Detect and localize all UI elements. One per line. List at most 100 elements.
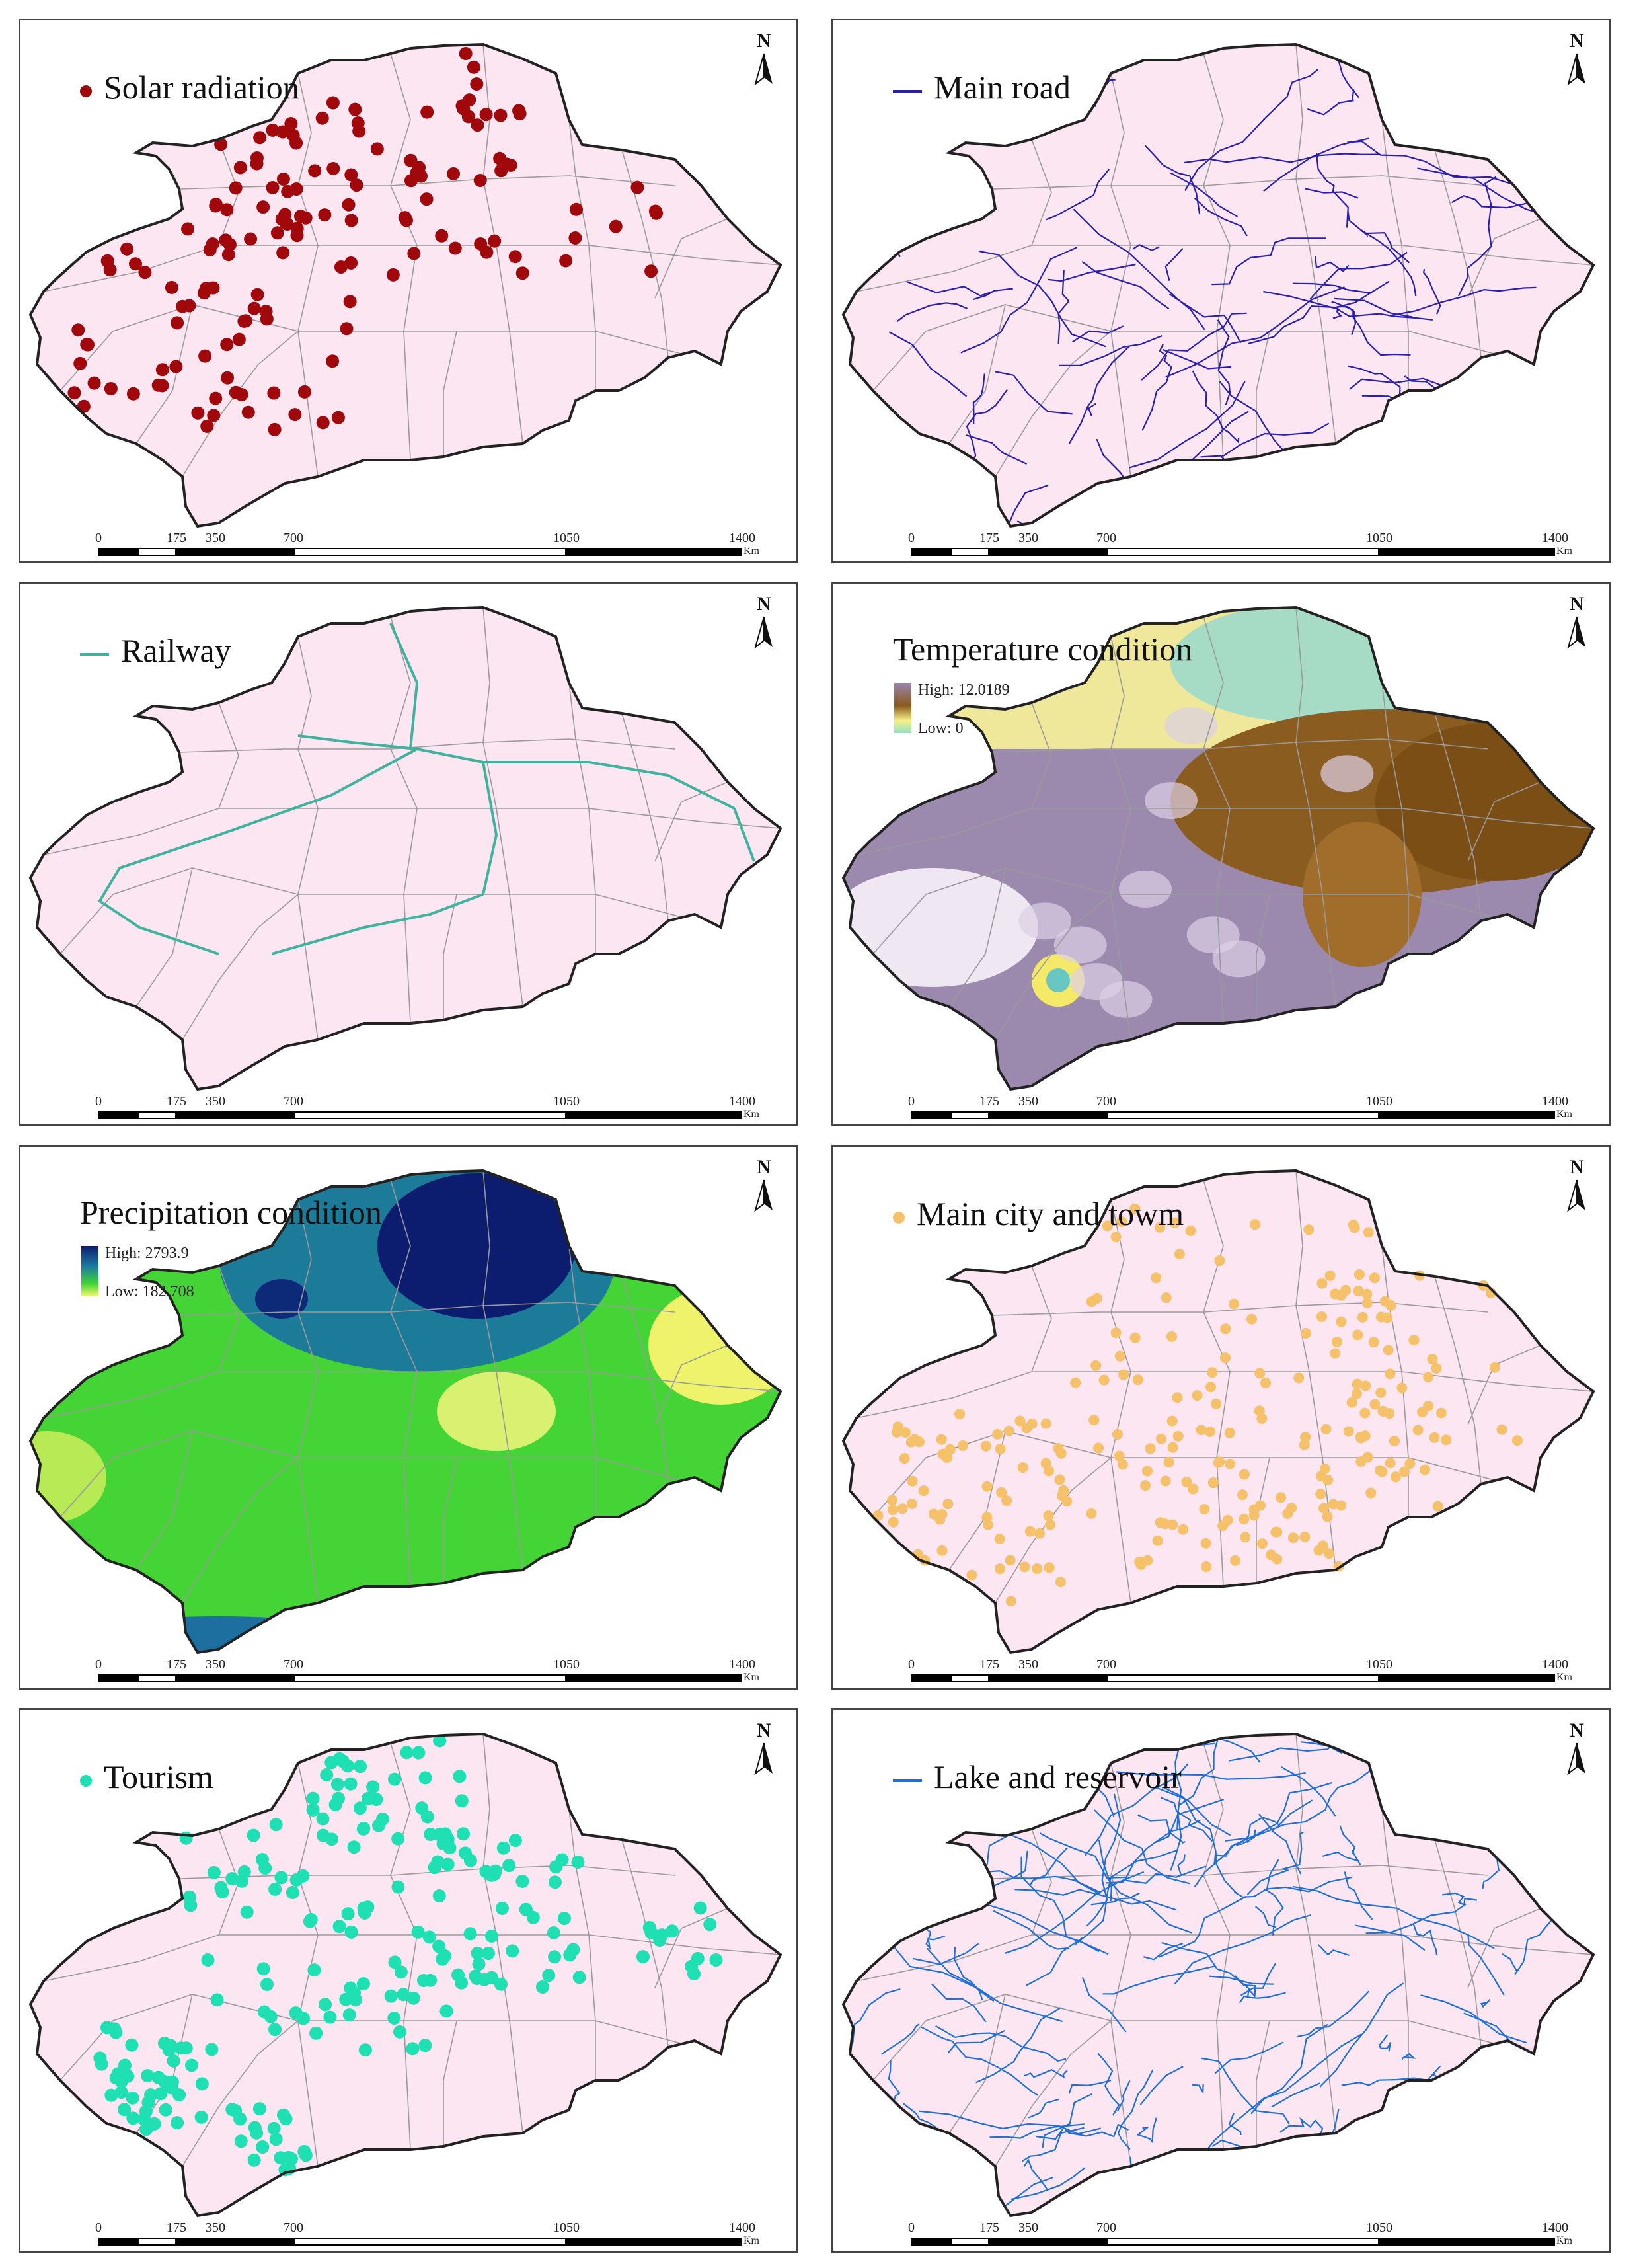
water-line: [1293, 1885, 1495, 1949]
road-line: [1336, 55, 1359, 98]
water-line: [1177, 1854, 1186, 1875]
feature-point: [318, 208, 332, 222]
district-boundary: [443, 331, 457, 457]
feature-point: [1390, 1471, 1401, 1483]
feature-point: [1200, 1538, 1211, 1549]
feature-point: [1375, 1387, 1387, 1398]
north-arrow: N: [747, 593, 781, 652]
water-line: [1318, 1944, 1350, 1957]
feature-point: [326, 96, 340, 110]
feature-point: [344, 1777, 358, 1791]
water-line: [1240, 1963, 1277, 1996]
feature-point: [179, 2041, 193, 2055]
feature-point: [1141, 1466, 1153, 1477]
map-panel-precipitation: Precipitation condition High: 2793.9 Low: …: [19, 1145, 798, 1690]
feature-point: [1324, 1548, 1335, 1559]
road-line: [888, 331, 968, 397]
feature-point: [1201, 1561, 1212, 1572]
district-boundary: [1110, 1199, 1131, 1604]
district-boundary: [135, 1430, 193, 1571]
feature-point: [1385, 1458, 1396, 1469]
feature-point: [412, 161, 426, 175]
water-line: [1161, 1797, 1213, 1842]
feature-point: [897, 1503, 908, 1514]
feature-point: [1114, 1350, 1125, 1362]
water-line: [1300, 1741, 1343, 1754]
district-boundary: [1031, 1265, 1052, 1372]
feature-point: [1114, 1450, 1125, 1462]
north-label: N: [1570, 1719, 1584, 1741]
feature-point: [1389, 1435, 1400, 1446]
feature-point: [1248, 1510, 1260, 1521]
feature-point: [571, 1855, 585, 1869]
feature-point: [344, 1925, 358, 1939]
road-line: [1220, 455, 1277, 508]
feature-point: [703, 1918, 717, 1932]
feature-point: [1340, 1284, 1352, 1296]
feature-point: [209, 391, 223, 405]
feature-point: [303, 1914, 317, 1928]
road-line: [1307, 89, 1355, 116]
feature-point: [153, 2087, 167, 2101]
feature-point: [1139, 1480, 1151, 1491]
district-boundary: [443, 894, 457, 1020]
feature-point: [370, 142, 384, 156]
feature-point: [182, 299, 196, 313]
district-boundary: [390, 1179, 418, 1587]
feature-point: [347, 1840, 361, 1854]
feature-point: [1205, 1382, 1217, 1393]
feature-point: [980, 1440, 991, 1452]
feature-point: [412, 1746, 426, 1760]
feature-point: [609, 219, 623, 233]
water-line: [845, 2176, 1054, 2216]
district-boundary: [1110, 73, 1131, 477]
feature-point: [184, 1898, 198, 1912]
water-line: [1116, 2080, 1131, 2112]
feature-point: [905, 1436, 917, 1448]
water-line: [1155, 1786, 1231, 1836]
feature-point: [288, 408, 302, 422]
feature-point: [995, 1444, 1006, 1455]
road-line: [1131, 243, 1160, 251]
feature-point: [126, 2111, 140, 2125]
feature-point: [366, 1780, 380, 1794]
map-svg: [841, 42, 1595, 528]
feature-point: [260, 1978, 274, 1992]
feature-point: [451, 1968, 465, 1982]
water-line: [1344, 1871, 1373, 1920]
scale-tick-label: 175: [167, 531, 186, 545]
legend-line-icon: [893, 1779, 922, 1782]
feature-point: [316, 1828, 330, 1842]
feature-point: [1196, 1425, 1207, 1436]
feature-point: [1001, 1495, 1012, 1506]
district-boundary: [1203, 616, 1231, 1024]
feature-point: [1240, 1532, 1251, 1543]
feature-point: [1363, 1227, 1374, 1238]
feature-point: [1237, 1489, 1248, 1501]
feature-point: [1331, 1336, 1342, 1347]
feature-point: [1142, 1555, 1153, 1566]
water-line: [1042, 2093, 1093, 2148]
feature-point: [934, 1514, 946, 1525]
district-boundary: [991, 1302, 1488, 1316]
scale-segment: [1379, 548, 1555, 556]
feature-point: [252, 2102, 266, 2116]
feature-point: [479, 1865, 493, 1879]
feature-point: [297, 385, 311, 399]
feature-point: [258, 1861, 272, 1875]
feature-point: [526, 1910, 540, 1924]
feature-point: [250, 288, 264, 301]
road-line: [1184, 153, 1379, 164]
feature-point: [357, 1901, 371, 1915]
feature-point: [1070, 1377, 1081, 1388]
district-boundary: [218, 1265, 239, 1372]
water-line: [1365, 1903, 1467, 1934]
feature-point: [114, 2086, 128, 2099]
scale-segment: [566, 548, 742, 556]
feature-point: [1396, 1382, 1408, 1393]
feature-point: [239, 314, 252, 328]
feature-point: [1161, 1292, 1172, 1304]
district-boundary: [995, 331, 1112, 477]
feature-point: [1303, 1224, 1315, 1235]
north-arrow: N: [747, 1156, 781, 1215]
